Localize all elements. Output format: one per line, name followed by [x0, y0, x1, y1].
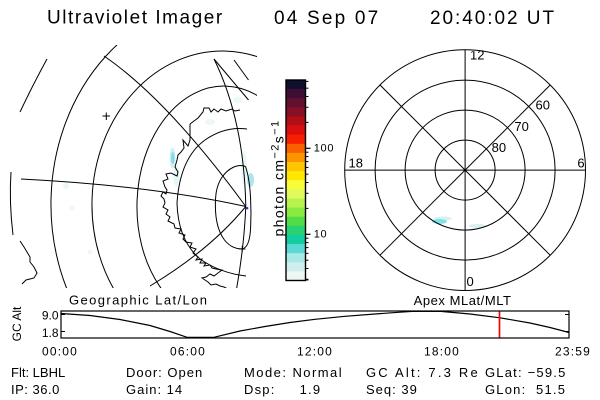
svg-text:0: 0 — [467, 274, 474, 289]
svg-text:Mode: Normal: Mode: Normal — [244, 365, 343, 380]
svg-text:Gain: 14: Gain: 14 — [126, 382, 183, 397]
svg-text:10: 10 — [314, 229, 328, 241]
svg-text:Apex MLat/MLT: Apex MLat/MLT — [414, 293, 512, 308]
svg-text:Flt: LBHL: Flt: LBHL — [11, 365, 65, 380]
svg-text:18:00: 18:00 — [424, 345, 460, 359]
svg-text:18: 18 — [349, 156, 363, 171]
svg-text:12:00: 12:00 — [297, 345, 333, 359]
svg-text:Ultraviolet Imager: Ultraviolet Imager — [47, 8, 224, 29]
svg-text:GLon: 51.5: GLon: 51.5 — [485, 382, 566, 397]
svg-text:04 Sep 07: 04 Sep 07 — [274, 8, 380, 29]
svg-text:GC Alt: 7.3 Re: GC Alt: 7.3 Re — [366, 365, 480, 380]
svg-text:12: 12 — [470, 47, 484, 62]
svg-text:60: 60 — [536, 98, 550, 113]
svg-text:GC Alt: GC Alt — [10, 306, 24, 341]
svg-text:Geographic Lat/Lon: Geographic Lat/Lon — [69, 293, 208, 308]
svg-text:23:59: 23:59 — [555, 345, 591, 359]
svg-text:1.8: 1.8 — [42, 326, 59, 340]
svg-text:9.0: 9.0 — [42, 309, 59, 323]
svg-text:20:40:02 UT: 20:40:02 UT — [430, 8, 556, 29]
svg-text:Door: Open: Door: Open — [126, 365, 203, 380]
svg-text:Dsp: 1.9: Dsp: 1.9 — [244, 382, 321, 397]
svg-text:00:00: 00:00 — [42, 345, 78, 359]
svg-text:06:00: 06:00 — [170, 345, 206, 359]
svg-text:photon cm−2s−1: photon cm−2s−1 — [270, 119, 287, 236]
svg-text:6: 6 — [577, 156, 584, 171]
svg-text:100: 100 — [314, 143, 334, 155]
svg-text:Seq: 39: Seq: 39 — [366, 382, 418, 397]
svg-text:70: 70 — [514, 119, 528, 134]
svg-text:80: 80 — [492, 140, 506, 155]
svg-text:GLat: −59.5: GLat: −59.5 — [485, 365, 567, 380]
svg-text:IP: 36.0: IP: 36.0 — [11, 382, 60, 397]
